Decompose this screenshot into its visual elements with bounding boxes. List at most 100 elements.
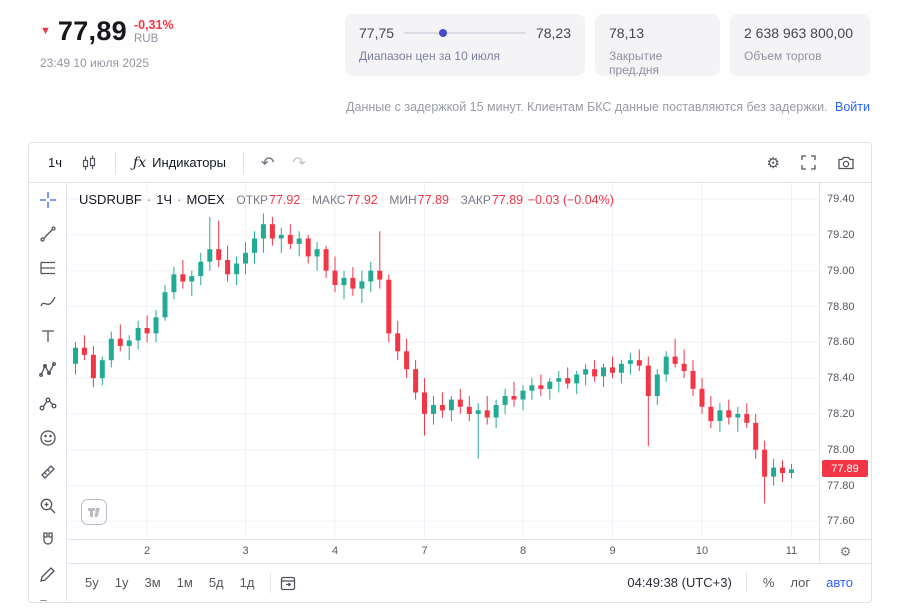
zoom-in-tool[interactable] <box>37 495 59 517</box>
bottom-toolbar: 5у 1у 3м 1м 5д 1д 04:49:38 (UTC+3) % лог <box>67 563 871 601</box>
go-to-date-button[interactable] <box>279 574 297 592</box>
fib-retracement-tool[interactable] <box>37 257 59 279</box>
trend-line-tool[interactable] <box>37 223 59 245</box>
indicators-button[interactable]: ƒx Индикаторы <box>124 149 235 177</box>
log-scale-button[interactable]: лог <box>790 575 811 590</box>
redo-icon: ↷ <box>292 154 306 172</box>
range-widget-label: Диапазон цен за 10 июля <box>359 49 501 63</box>
candlestick-style-icon <box>80 154 98 172</box>
volume-widget: 2 638 963 800,00 Объем торгов <box>730 14 870 76</box>
text-tool[interactable] <box>37 325 59 347</box>
open-label: ОТКР <box>236 193 269 207</box>
candlestick-chart <box>67 183 819 539</box>
fullscreen-icon <box>801 155 816 170</box>
change-value: −0.03 (−0.04%) <box>527 193 614 207</box>
price-tick-label: 77.60 <box>827 515 855 528</box>
range-button-1d[interactable]: 1д <box>239 575 255 590</box>
magnet-tool[interactable] <box>37 529 59 551</box>
price-tick-label: 78.40 <box>827 372 855 385</box>
current-price: 77,89 <box>57 16 127 46</box>
indicators-label: Индикаторы <box>152 155 226 170</box>
crosshair-tool[interactable] <box>37 189 59 211</box>
price-tick-label: 78.20 <box>827 407 855 420</box>
time-tick-label: 9 <box>609 545 616 557</box>
price-tick-label: 77.80 <box>827 479 855 492</box>
price-tick-label: 78.00 <box>827 443 855 456</box>
time-axis[interactable]: 2 3 4 7 8 9 10 11 <box>67 539 819 563</box>
delay-disclaimer: Данные с задержкой 15 минут. Клиентам БК… <box>346 100 870 114</box>
redo-button[interactable]: ↷ <box>283 149 314 177</box>
instrument-price-block: ▼ 77,89 -0,31% RUB 23:49 10 июля 2025 <box>40 16 174 70</box>
range-position-dot <box>439 29 448 37</box>
price-axis[interactable]: 77.89 79.40 79.20 79.00 78.80 78.60 78.40 78.2… <box>819 183 871 563</box>
price-change-percent: -0,31% <box>133 18 174 32</box>
prev-close-label: Закрытие пред.дня <box>609 49 663 77</box>
tradingview-logo[interactable] <box>81 499 107 525</box>
chart-style-button[interactable] <box>71 149 107 177</box>
crosshair-icon <box>39 192 56 208</box>
range-button-5d[interactable]: 5д <box>208 575 224 590</box>
ruler-icon <box>40 465 55 479</box>
range-button-3m[interactable]: 3м <box>144 575 161 590</box>
go-to-date-icon <box>281 576 296 590</box>
snapshot-button[interactable] <box>837 155 855 171</box>
pencil-icon <box>39 567 55 582</box>
range-button-1y[interactable]: 1у <box>114 575 129 590</box>
chart-legend: USDRUBF · 1Ч · MOEX ОТКР77.92 МАКС77.92 МИН7… <box>79 192 614 207</box>
quote-timestamp: 23:49 10 июля 2025 <box>40 56 150 70</box>
range-high-value: 78,23 <box>535 25 571 41</box>
text-tool-icon <box>41 330 54 342</box>
timezone-clock[interactable]: 04:49:38 (UTC+3) <box>627 575 732 590</box>
legend-exchange: MOEX <box>186 192 225 207</box>
volume-value: 2 638 963 800,00 <box>744 25 853 41</box>
chart-settings-button[interactable]: ⚙ <box>767 154 780 172</box>
login-link[interactable]: Войти <box>835 100 870 114</box>
volume-label: Объем торгов <box>744 49 822 63</box>
fib-retracement-icon <box>39 261 55 275</box>
day-range-widget: 77,75 78,23 Диапазон цен за 10 июля <box>345 14 585 76</box>
range-button-5y[interactable]: 5у <box>85 575 99 590</box>
legend-separator: · <box>177 192 182 207</box>
prev-close-value: 78,13 <box>609 25 645 41</box>
time-tick-label: 7 <box>421 545 428 557</box>
prediction-icon <box>39 397 56 411</box>
price-tick-label: 79.40 <box>827 193 855 206</box>
drawing-tools-sidebar <box>29 183 67 601</box>
tree-tool[interactable] <box>37 597 59 601</box>
range-button-1m[interactable]: 1м <box>176 575 193 590</box>
gear-icon: ⚙ <box>766 154 780 172</box>
legend-symbol: USDRUBF <box>79 192 142 207</box>
price-axis-labels: 77.89 79.40 79.20 79.00 78.80 78.60 78.40 78.2… <box>820 183 871 539</box>
undo-button[interactable]: ↶ <box>252 149 283 177</box>
trend-line-icon <box>39 226 56 242</box>
chart-plot-area[interactable]: USDRUBF · 1Ч · MOEX ОТКР77.92 МАКС77.92 МИН7… <box>67 183 819 539</box>
toolbar-separator <box>115 151 117 174</box>
range-track <box>404 29 526 37</box>
time-tick-label: 2 <box>144 545 151 557</box>
emoji-tool[interactable] <box>37 427 59 449</box>
chart-toolbar: 1ч ƒx Индикаторы ↶ ↷ ⚙ <box>29 143 871 183</box>
open-value: 77.92 <box>269 193 301 207</box>
fullscreen-button[interactable] <box>800 154 817 171</box>
emoji-icon <box>39 430 56 446</box>
pattern-tool[interactable] <box>37 359 59 381</box>
magnet-icon <box>42 532 53 545</box>
brush-tool[interactable] <box>37 291 59 313</box>
legend-interval: 1Ч <box>156 192 173 207</box>
last-price-tag: 77.89 <box>822 460 868 478</box>
price-scale-settings-button[interactable]: ⚙ <box>820 539 871 563</box>
price-tick-label: 78.60 <box>827 336 855 349</box>
prediction-tool[interactable] <box>37 393 59 415</box>
high-label: МАКС <box>311 193 346 207</box>
time-tick-label: 11 <box>785 545 798 557</box>
currency-label: RUB <box>133 33 159 45</box>
ruler-tool[interactable] <box>37 461 59 483</box>
percent-scale-button[interactable]: % <box>762 575 775 590</box>
interval-button[interactable]: 1ч <box>39 149 71 177</box>
undo-icon: ↶ <box>261 154 275 172</box>
tree-icon <box>39 600 47 601</box>
draw-tool[interactable] <box>37 563 59 585</box>
auto-scale-button[interactable]: авто <box>826 575 853 590</box>
legend-separator: · <box>146 192 152 207</box>
time-tick-label: 8 <box>519 545 527 557</box>
